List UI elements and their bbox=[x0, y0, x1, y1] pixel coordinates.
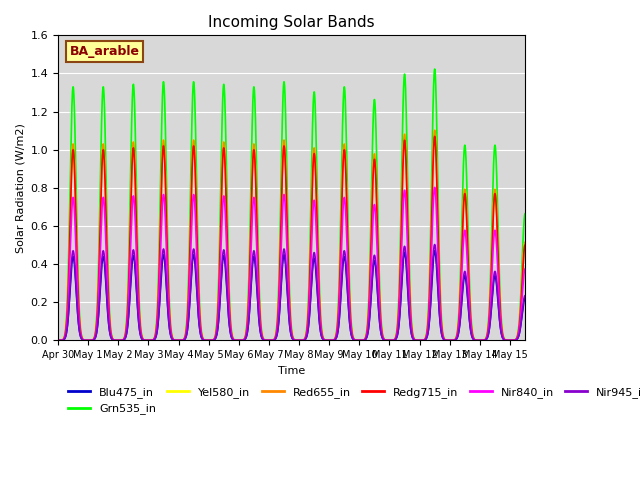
Red655_in bbox=[521, 240, 529, 245]
Title: Incoming Solar Bands: Incoming Solar Bands bbox=[208, 15, 375, 30]
Y-axis label: Solar Radiation (W/m2): Solar Radiation (W/m2) bbox=[15, 123, 25, 253]
Line: Grn535_in: Grn535_in bbox=[58, 69, 525, 340]
Redg715_in bbox=[431, 133, 438, 139]
Redg715_in bbox=[521, 242, 529, 248]
Yel580_in bbox=[158, 169, 166, 175]
Grn535_in bbox=[200, 337, 208, 343]
Grn535_in bbox=[356, 337, 364, 343]
Redg715_in bbox=[477, 337, 485, 343]
Nir840_in bbox=[158, 215, 166, 221]
Blu475_in bbox=[356, 337, 364, 343]
Yel580_in bbox=[54, 337, 62, 343]
Blu475_in bbox=[477, 337, 485, 343]
Red655_in bbox=[477, 337, 485, 343]
Nir945_in bbox=[54, 337, 62, 343]
Grn535_in bbox=[363, 330, 371, 336]
Text: BA_arable: BA_arable bbox=[70, 45, 140, 58]
Nir840_in bbox=[356, 337, 364, 343]
Redg715_in bbox=[54, 337, 62, 343]
Yel580_in bbox=[477, 337, 485, 343]
Nir945_in bbox=[477, 337, 485, 343]
Yel580_in bbox=[431, 127, 438, 133]
Nir945_in bbox=[521, 293, 529, 299]
Nir945_in bbox=[431, 241, 438, 247]
Nir840_in bbox=[477, 337, 485, 343]
Blu475_in bbox=[200, 337, 208, 343]
Nir840_in bbox=[521, 266, 529, 272]
Redg715_in bbox=[158, 174, 166, 180]
Nir840_in bbox=[200, 337, 208, 343]
Nir945_in bbox=[508, 337, 516, 343]
Nir945_in bbox=[200, 337, 208, 343]
Legend: Blu475_in, Grn535_in, Yel580_in, Red655_in, Redg715_in, Nir840_in, Nir945_in: Blu475_in, Grn535_in, Yel580_in, Red655_… bbox=[63, 383, 640, 419]
Red655_in bbox=[508, 337, 516, 343]
X-axis label: Time: Time bbox=[278, 366, 305, 376]
Line: Redg715_in: Redg715_in bbox=[58, 136, 525, 340]
Nir945_in bbox=[158, 261, 166, 266]
Red655_in bbox=[356, 337, 364, 343]
Red655_in bbox=[363, 332, 371, 337]
Blu475_in bbox=[431, 248, 438, 253]
Blu475_in bbox=[54, 337, 62, 343]
Redg715_in bbox=[363, 332, 371, 337]
Yel580_in bbox=[363, 332, 371, 337]
Yel580_in bbox=[521, 240, 529, 245]
Red655_in bbox=[158, 169, 166, 175]
Yel580_in bbox=[508, 337, 516, 343]
Yel580_in bbox=[356, 337, 364, 343]
Line: Nir945_in: Nir945_in bbox=[58, 244, 525, 340]
Blu475_in bbox=[521, 296, 529, 301]
Nir840_in bbox=[363, 333, 371, 339]
Nir945_in bbox=[356, 337, 364, 343]
Line: Nir840_in: Nir840_in bbox=[58, 187, 525, 340]
Redg715_in bbox=[508, 337, 516, 343]
Nir840_in bbox=[431, 184, 438, 190]
Grn535_in bbox=[431, 66, 438, 72]
Grn535_in bbox=[158, 120, 166, 126]
Blu475_in bbox=[508, 337, 516, 343]
Grn535_in bbox=[477, 337, 485, 343]
Red655_in bbox=[431, 127, 438, 133]
Blu475_in bbox=[158, 265, 166, 271]
Line: Yel580_in: Yel580_in bbox=[58, 130, 525, 340]
Grn535_in bbox=[54, 337, 62, 343]
Redg715_in bbox=[200, 337, 208, 343]
Nir840_in bbox=[508, 337, 516, 343]
Red655_in bbox=[200, 337, 208, 343]
Nir945_in bbox=[363, 335, 371, 340]
Nir840_in bbox=[54, 337, 62, 343]
Blu475_in bbox=[363, 335, 371, 341]
Redg715_in bbox=[356, 337, 364, 343]
Yel580_in bbox=[200, 337, 208, 343]
Line: Blu475_in: Blu475_in bbox=[58, 251, 525, 340]
Grn535_in bbox=[521, 211, 529, 216]
Red655_in bbox=[54, 337, 62, 343]
Line: Red655_in: Red655_in bbox=[58, 130, 525, 340]
Grn535_in bbox=[508, 337, 516, 343]
